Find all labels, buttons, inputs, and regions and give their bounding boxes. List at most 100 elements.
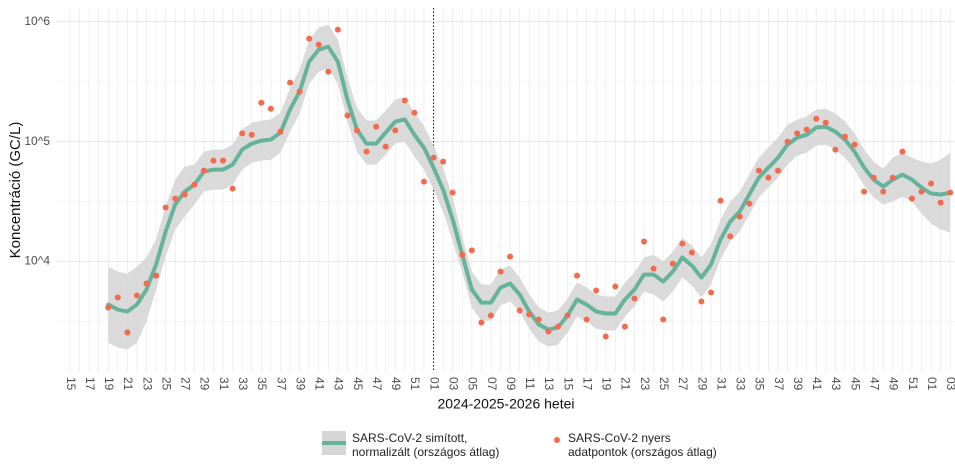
data-point [306,35,313,42]
data-point [105,304,112,311]
data-point [832,146,839,153]
data-point [191,181,198,188]
x-tick-label: 01 [925,377,939,391]
data-point [861,188,868,195]
data-point [133,292,140,299]
legend-label: SARS-CoV-2 simított, normalizált (ország… [352,431,500,459]
data-point [908,195,915,202]
data-point [373,123,380,130]
x-tick-label: 05 [466,377,480,391]
data-point [947,189,954,196]
data-point [334,26,341,33]
data-point [574,272,581,279]
data-point [248,131,255,138]
x-tick-label: 37 [772,377,786,391]
x-tick-label: 23 [638,377,652,391]
x-tick-label: 19 [102,377,116,391]
x-tick-label: 31 [217,377,231,391]
y-axis-title: Koncentráció (GC/L) [7,122,24,259]
data-point [440,158,447,165]
data-point [287,79,294,86]
x-tick-label: 37 [274,377,288,391]
data-point [487,312,494,319]
data-point [698,298,705,305]
x-tick-label: 39 [791,377,805,391]
data-point [468,247,475,254]
data-point [784,138,791,145]
x-tick-label: 49 [887,377,901,391]
data-point [325,68,332,75]
data-point [124,329,131,336]
data-point [545,328,552,335]
data-point [229,185,236,192]
x-tick-label: 13 [542,377,556,391]
data-point [315,41,322,48]
data-point [430,154,437,161]
data-point [449,189,456,196]
x-axis-title: 2024-2025-2026 hetei [437,396,574,412]
data-point [688,249,695,256]
chart: 10^4 10^5 10^6 15 17 19 21 23 25 27 29 31 33 35 37 39 41… [7,8,955,412]
data-point [277,128,284,135]
data-point [258,99,265,106]
x-tick-label: 23 [140,377,154,391]
data-point [239,130,246,137]
data-point [535,316,542,323]
data-point [267,105,274,112]
x-tick-label: 49 [389,377,403,391]
legend-point [554,437,560,443]
data-point [153,272,160,279]
data-point [899,148,906,155]
x-tick-label: 01 [427,377,441,391]
x-tick-label: 09 [504,377,518,391]
data-point [497,268,504,275]
y-tick-label: 10^5 [24,134,50,148]
data-point [679,240,686,247]
data-point [554,323,561,330]
legend-item: SARS-CoV-2 simított, normalizált (ország… [322,431,499,459]
data-point [889,174,896,181]
x-tick-label: 15 [561,377,575,391]
x-tick-label: 27 [179,377,193,391]
x-tick-label: 25 [159,377,173,391]
data-point [612,283,619,290]
legend-item: SARS-CoV-2 nyers adatpontok (országos át… [548,431,717,459]
data-point [621,323,628,330]
legend-key [554,437,560,443]
data-point [774,167,781,174]
data-point [822,119,829,126]
x-tick-label: 21 [619,377,633,391]
data-point [516,307,523,314]
data-point [526,311,533,318]
data-point [669,260,676,267]
x-tick-label: 19 [600,377,614,391]
data-point [181,191,188,198]
x-tick-label: 11 [523,377,537,390]
data-point [114,294,121,301]
x-tick-label: 27 [676,377,690,391]
data-point [593,287,600,294]
x-tick-label: 07 [485,377,499,391]
data-point [851,141,858,148]
data-point [755,167,762,174]
x-tick-label: 43 [829,377,843,391]
data-point [583,316,590,323]
x-tick-label: 29 [198,377,212,391]
legend-key [322,431,346,455]
x-tick-label: 45 [351,377,365,391]
data-point [344,112,351,119]
x-tick-label: 51 [906,377,920,391]
x-tick-label: 25 [657,377,671,391]
x-tick-label: 03 [447,377,461,391]
x-tick-label: 43 [332,377,346,391]
x-tick-label: 35 [255,377,269,391]
data-point [708,289,715,296]
data-point [420,178,427,185]
data-point [928,180,935,187]
data-point [765,174,772,181]
y-tick-label: 10^4 [24,254,50,268]
x-tick-label: 15 [64,377,78,391]
x-tick-label: 33 [236,377,250,391]
x-tick-label: 31 [714,377,728,391]
